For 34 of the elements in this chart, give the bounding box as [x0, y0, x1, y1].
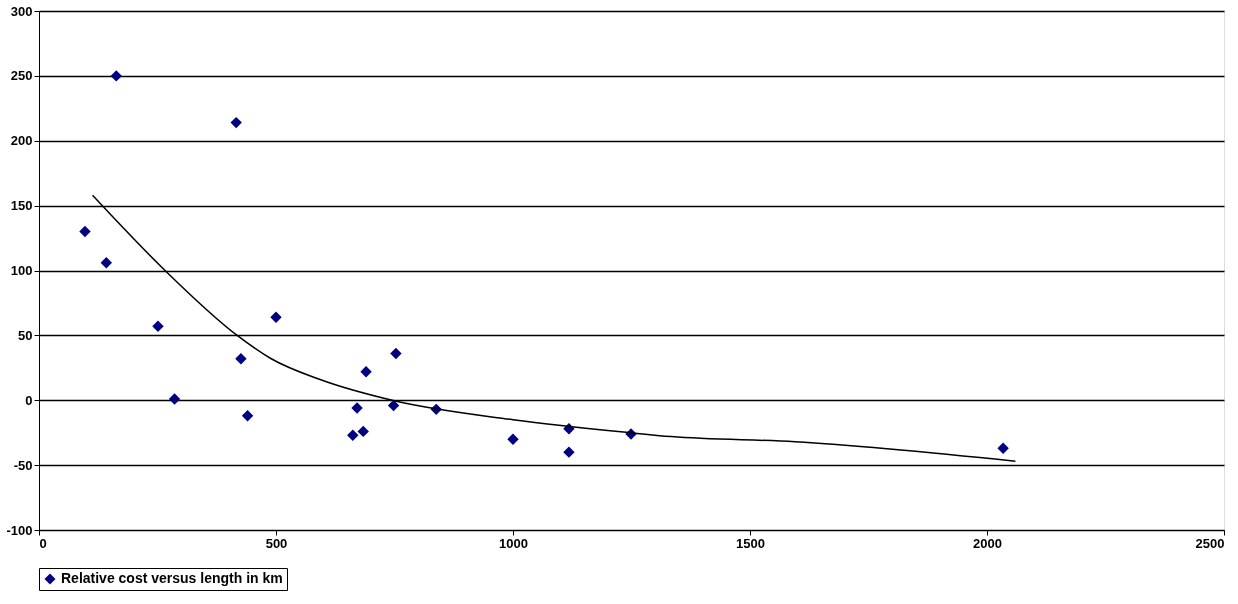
point [347, 429, 359, 441]
point [507, 433, 519, 445]
x-tick-label: 2500 [1195, 535, 1225, 551]
point [79, 225, 91, 238]
y-tick-label: 100 [10, 263, 33, 278]
x-tick-label: 500 [265, 535, 288, 551]
point [357, 425, 369, 438]
point [360, 366, 372, 378]
point [152, 320, 164, 332]
point [110, 70, 122, 82]
y-tick-label: 0 [25, 392, 33, 408]
point [168, 393, 181, 405]
point [270, 311, 282, 323]
y-tick-label: 150 [10, 198, 33, 214]
y-tick-label: 250 [10, 68, 33, 84]
point [563, 446, 575, 458]
x-tick-label: 0 [39, 535, 47, 551]
legend-label: Relative cost versus length in km [61, 570, 283, 586]
point [387, 399, 400, 412]
point [100, 257, 113, 269]
point [235, 353, 247, 365]
y-tick-label: 200 [10, 133, 33, 149]
point [390, 347, 402, 360]
point [241, 410, 254, 422]
x-tick-label: 1500 [736, 535, 765, 551]
y-tick-label: -100 [6, 522, 33, 538]
x-tick-label: 2000 [973, 535, 1002, 551]
point [997, 442, 1009, 454]
y-tick-label: 50 [18, 327, 33, 343]
point [230, 116, 242, 129]
x-tick-label: 1000 [499, 535, 528, 551]
y-tick-label: 300 [10, 3, 33, 19]
y-tick-label: -50 [13, 457, 33, 473]
point [351, 402, 363, 414]
